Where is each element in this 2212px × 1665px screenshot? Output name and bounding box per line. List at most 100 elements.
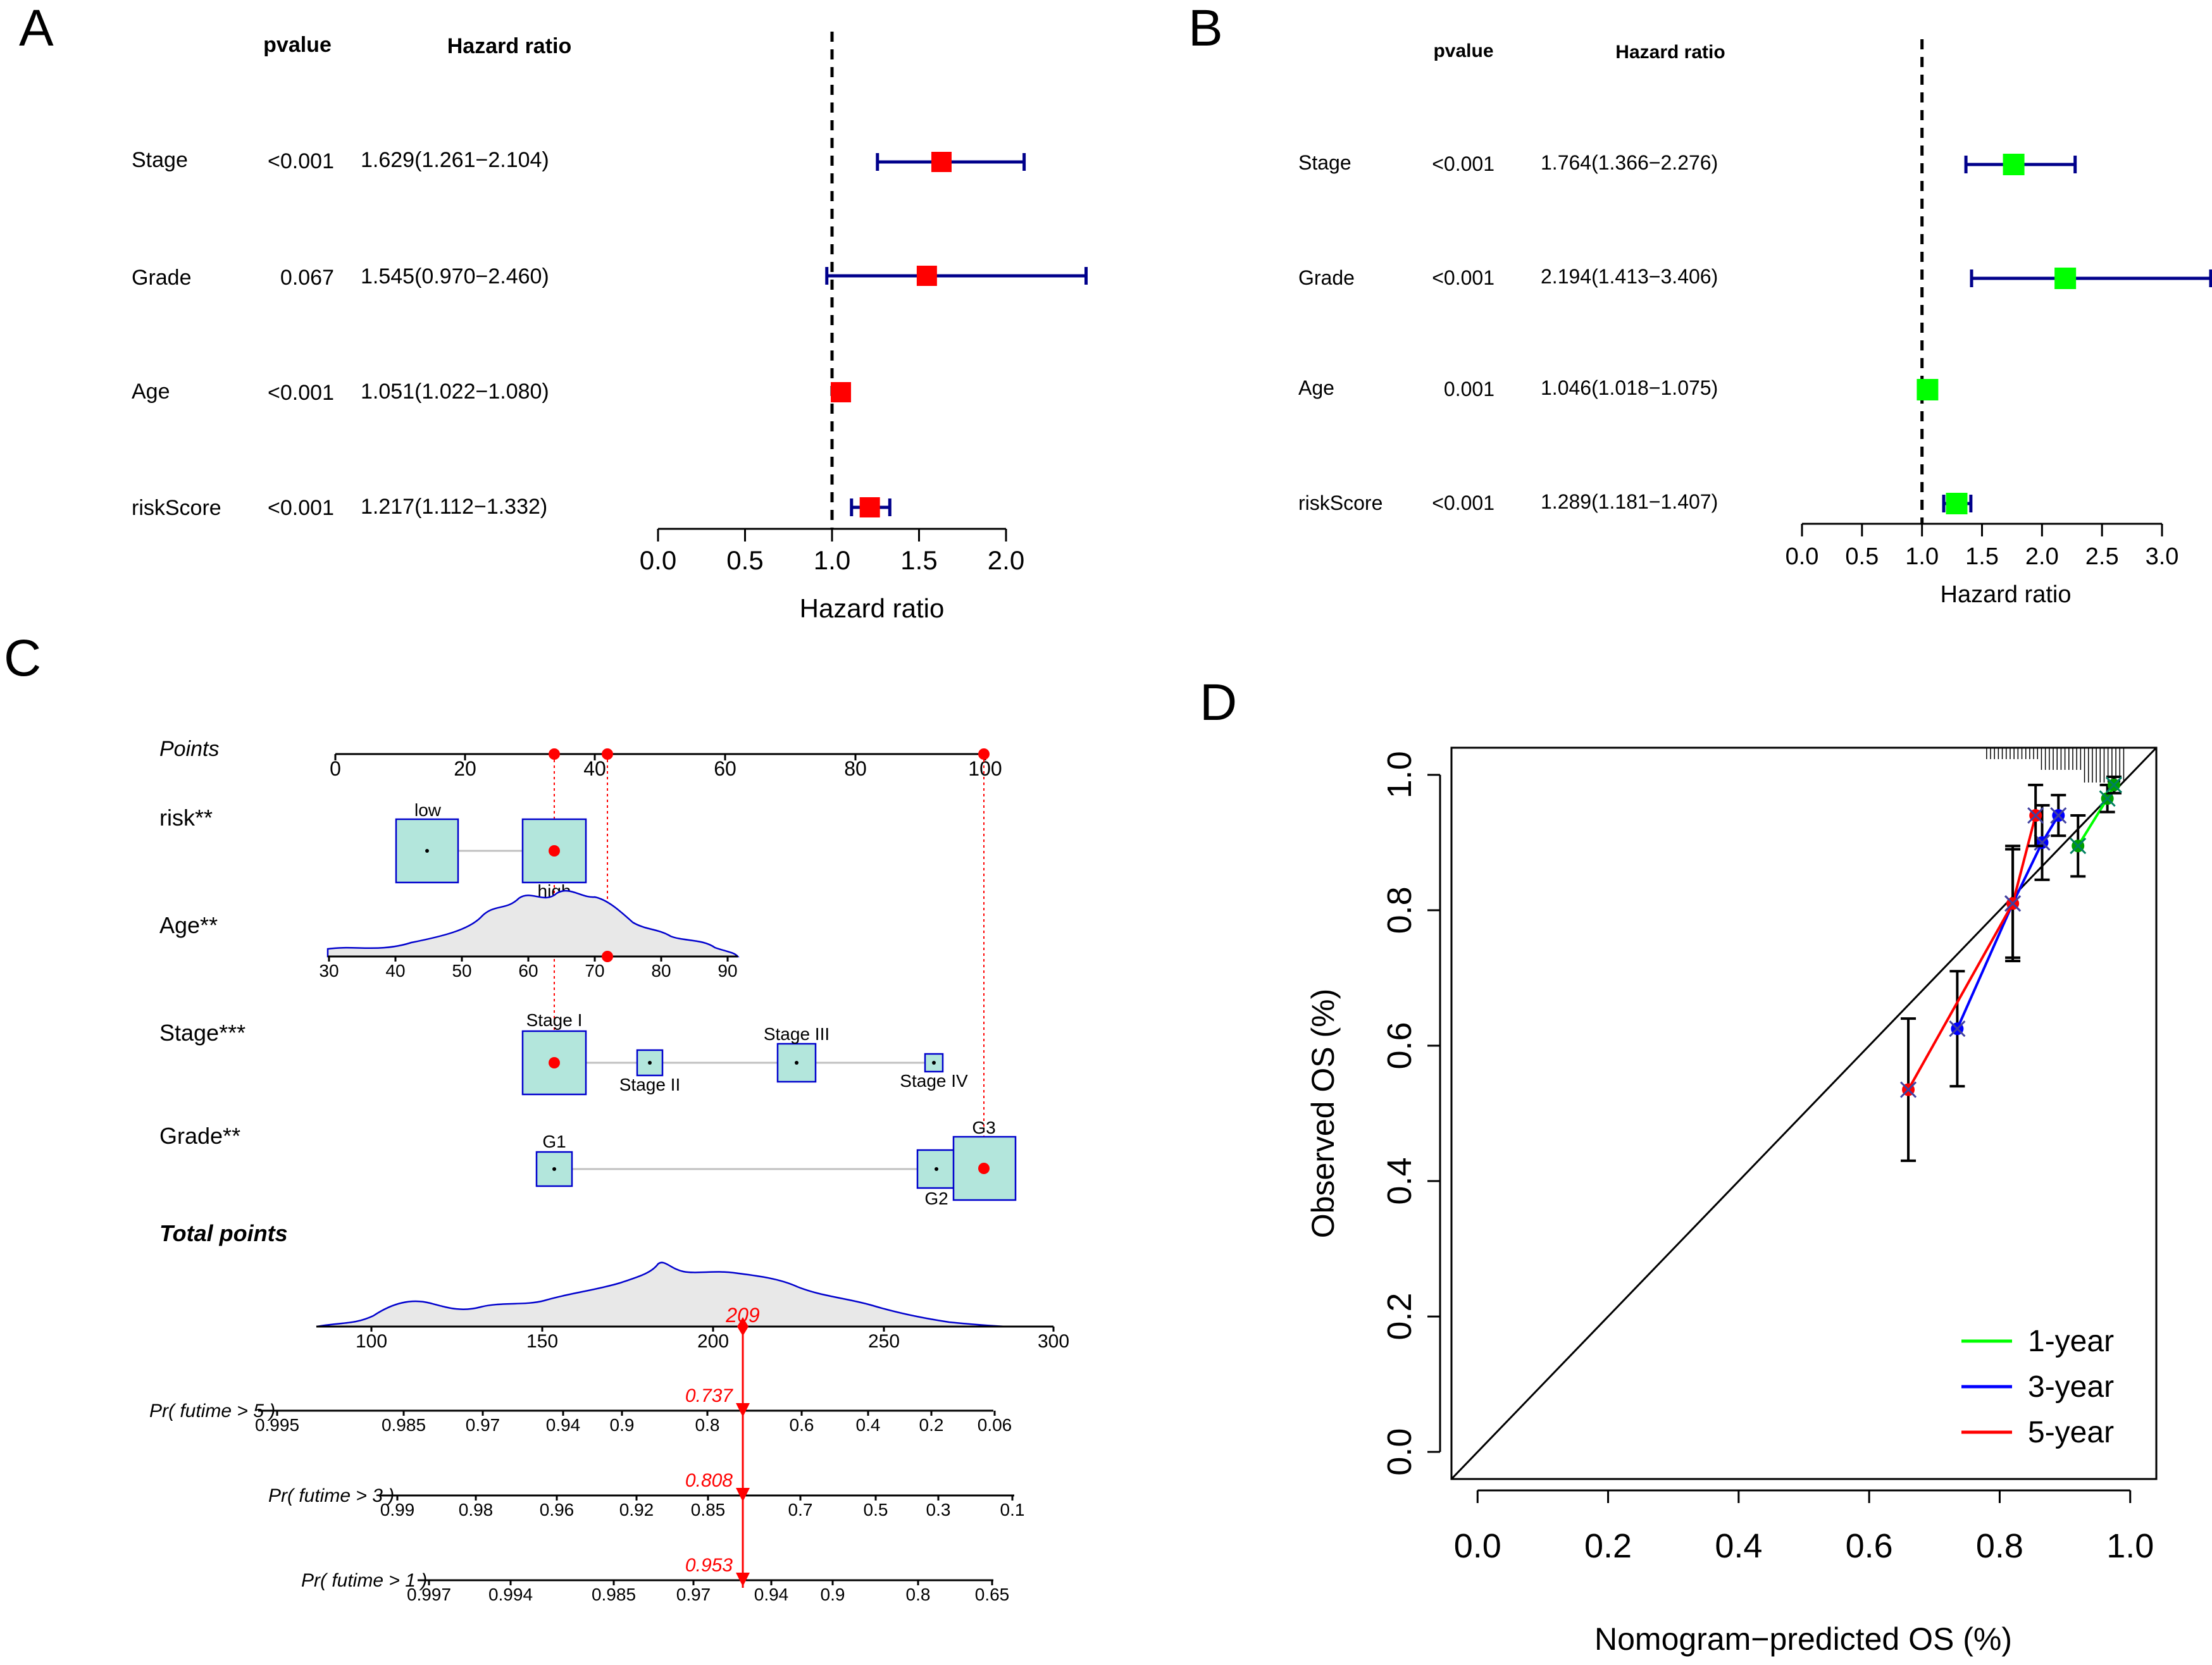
x-tick-label: 0.4 [1715, 1527, 1762, 1565]
x-tick-label: 0.5 [726, 545, 763, 575]
row-hazard-ratio: 1.289(1.181−1.407) [1541, 490, 1718, 513]
survival-tick-label: 0.94 [546, 1415, 581, 1435]
survival-axis-3-year: Pr( futime > 3 ) 0.99 0.98 0.96 0.92 0.8… [268, 1470, 1024, 1520]
survival-marker [736, 1403, 750, 1417]
row-hazard-ratio: 1.046(1.018−1.075) [1541, 376, 1718, 399]
hazard-ratio-marker [1946, 493, 1968, 514]
reference-diagonal [1450, 746, 2158, 1480]
survival-axis-5-year: Pr( futime > 5 ) 0.995 0.985 0.97 0.94 0… [149, 1385, 1012, 1435]
data-point-cross [2034, 834, 2051, 851]
y-tick-label: 0.8 [1381, 886, 1419, 934]
column-header-hazard-ratio: Hazard ratio [1615, 42, 1725, 63]
row-hazard-ratio: 2.194(1.413−3.406) [1541, 265, 1718, 288]
row-pvalue: <0.001 [268, 381, 334, 405]
survival-tick-label: 0.4 [856, 1415, 881, 1435]
row-pvalue: <0.001 [1432, 266, 1494, 289]
age-tick-label: 30 [319, 961, 339, 981]
survival-value: 0.737 [685, 1385, 733, 1406]
y-tick-label: 0.0 [1381, 1428, 1419, 1476]
survival-tick-label: 0.5 [864, 1500, 888, 1520]
risk-selected-dot [549, 845, 560, 857]
x-tick-label: 2.0 [2025, 543, 2059, 570]
age-tick-label: 80 [651, 961, 671, 981]
survival-value: 0.953 [685, 1555, 733, 1576]
survival-axis-1-year: Pr( futime > 1 ) 0.997 0.994 0.985 0.97 … [301, 1555, 1009, 1604]
hazard-ratio-marker [831, 382, 852, 402]
hazard-ratio-marker [859, 497, 880, 517]
x-tick-label: 0.8 [1976, 1527, 2023, 1565]
row-label: Grade [1298, 266, 1355, 289]
x-tick-label: 1.0 [2106, 1527, 2154, 1565]
age-tick-label: 60 [518, 961, 538, 981]
hazard-ratio-marker [2054, 268, 2077, 289]
row-label: Age [1298, 376, 1334, 399]
age-tick-label: 40 [385, 961, 405, 981]
x-tick-label: 0.5 [1845, 543, 1879, 570]
survival-tick-label: 0.9 [821, 1585, 845, 1604]
age-tick-label: 50 [452, 961, 471, 981]
survival-tick-label: 0.994 [488, 1585, 533, 1604]
y-tick-label: 0.4 [1381, 1157, 1419, 1204]
series-line-5-year [1907, 815, 2037, 1091]
total-points-label: Total points [159, 1220, 288, 1246]
survival-tick-label: 0.92 [619, 1500, 654, 1520]
survival-tick-label: 0.985 [382, 1415, 426, 1435]
x-axis-title: Hazard ratio [800, 593, 945, 623]
survival-marker [736, 1488, 750, 1502]
x-tick-label: 2.5 [2085, 543, 2119, 570]
survival-axis-label: Pr( futime > 1 ) [301, 1570, 427, 1591]
data-point-cross [1949, 1020, 1966, 1037]
survival-tick-label: 0.85 [691, 1500, 726, 1520]
data-point-cross [2027, 807, 2044, 824]
column-header-pvalue: pvalue [1433, 40, 1493, 61]
survival-tick-label: 0.9 [610, 1415, 635, 1435]
row-hazard-ratio: 1.051(1.022−1.080) [361, 380, 549, 404]
legend-label-1-year: 1-year [2028, 1325, 2114, 1358]
grade-category-g1: G1 [542, 1132, 566, 1151]
stage-category-i: Stage I [526, 1010, 583, 1030]
survival-tick-label: 0.7 [788, 1500, 813, 1520]
y-tick-label: 0.2 [1381, 1293, 1419, 1340]
points-label: Points [159, 737, 220, 761]
survival-tick-label: 0.97 [466, 1415, 500, 1435]
survival-axis-label: Pr( futime > 5 ) [149, 1401, 275, 1421]
hazard-ratio-marker [1917, 379, 1939, 400]
legend-label-3-year: 3-year [2028, 1370, 2114, 1404]
row-hazard-ratio: 1.629(1.261−2.104) [361, 148, 549, 172]
survival-tick-label: 0.985 [592, 1585, 636, 1604]
survival-tick-label: 0.98 [459, 1500, 494, 1520]
x-tick-label: 3.0 [2146, 543, 2179, 570]
nomogram: Points risk** Age** Stage*** Grade** Tot… [149, 737, 1069, 1604]
age-tick-label: 70 [585, 961, 604, 981]
x-tick-label: 0.6 [1846, 1527, 1893, 1565]
data-point-cross [2004, 895, 2022, 912]
row-pvalue: <0.001 [1432, 152, 1494, 175]
panel-label-b: B [1188, 0, 1223, 57]
survival-tick-label: 0.96 [540, 1500, 575, 1520]
points-tick-label: 40 [583, 757, 606, 780]
y-tick-label: 0.6 [1381, 1022, 1419, 1069]
survival-tick-label: 0.65 [975, 1585, 1010, 1604]
stage-box-ii [636, 1049, 664, 1077]
variable-label-grade: Grade** [159, 1123, 240, 1149]
survival-tick-label: 0.99 [380, 1500, 415, 1520]
legend: 1-year 3-year 5-year [1961, 1325, 2114, 1449]
stage-box-center [648, 1061, 652, 1065]
survival-tick-label: 0.6 [790, 1415, 814, 1435]
total-points-tick-label: 200 [697, 1331, 729, 1352]
panel-label-c: C [4, 629, 41, 687]
survival-tick-label: 0.995 [255, 1415, 299, 1435]
row-hazard-ratio: 1.764(1.366−2.276) [1541, 151, 1718, 174]
hazard-ratio-marker [916, 266, 937, 286]
variable-label-risk: risk** [159, 805, 213, 831]
points-tick-label: 0 [330, 757, 341, 780]
panel-label-a: A [19, 0, 54, 57]
x-tick-label: 1.0 [1905, 543, 1939, 570]
row-pvalue: <0.001 [268, 496, 334, 520]
grade-selected-dot [978, 1163, 990, 1174]
grade-category-g3: G3 [972, 1118, 995, 1137]
column-header-hazard-ratio: Hazard ratio [447, 34, 572, 58]
survival-marker [736, 1573, 750, 1587]
risk-box-low [395, 818, 459, 884]
variable-label-stage: Stage*** [159, 1020, 245, 1046]
